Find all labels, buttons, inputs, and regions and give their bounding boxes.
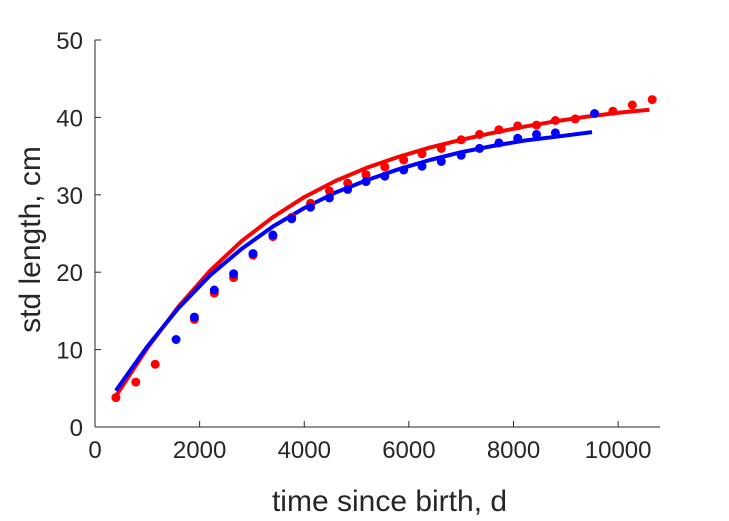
x-tick-label: 8000 bbox=[487, 437, 540, 464]
y-tick-label: 20 bbox=[56, 260, 83, 287]
data-point bbox=[324, 193, 334, 203]
data-point bbox=[343, 184, 353, 194]
data-point bbox=[513, 121, 523, 131]
axes: 0 2000 4000 6000 8000 10000 0 10 20 30 40 50 bbox=[56, 28, 660, 464]
data-point bbox=[532, 120, 541, 130]
data-point bbox=[456, 135, 466, 145]
x-tick-label: 0 bbox=[88, 437, 101, 464]
y-tick-label: 0 bbox=[70, 415, 83, 442]
data-point bbox=[380, 171, 390, 181]
x-tick-label: 6000 bbox=[382, 437, 435, 464]
data-point bbox=[494, 125, 504, 135]
y-tick-label: 50 bbox=[56, 28, 83, 55]
data-point bbox=[550, 116, 560, 125]
data-point bbox=[171, 335, 181, 344]
x-axis-label: time since birth, d bbox=[272, 485, 507, 518]
x-tick-label: 10000 bbox=[585, 437, 652, 464]
data-point bbox=[209, 285, 219, 295]
fit-line bbox=[114, 130, 593, 392]
data-point bbox=[399, 155, 409, 165]
data-point bbox=[647, 95, 657, 105]
data-point bbox=[513, 133, 523, 143]
data-point bbox=[268, 230, 278, 240]
data-point bbox=[150, 359, 160, 369]
y-tick-label: 40 bbox=[56, 105, 83, 132]
data-point bbox=[532, 129, 541, 139]
x-tick-label: 2000 bbox=[173, 437, 226, 464]
data-point bbox=[399, 165, 409, 175]
data-point bbox=[475, 129, 484, 139]
data-point bbox=[417, 149, 427, 159]
data-point bbox=[494, 138, 504, 148]
data-point bbox=[306, 202, 315, 212]
data-point bbox=[456, 150, 466, 160]
data-point bbox=[361, 170, 371, 180]
data-point bbox=[248, 249, 258, 259]
data-point bbox=[324, 186, 334, 196]
data-point bbox=[436, 143, 446, 153]
x-tick-label: 4000 bbox=[278, 437, 331, 464]
data-point bbox=[590, 109, 600, 118]
data-point bbox=[550, 128, 560, 138]
plot-layer bbox=[111, 95, 657, 403]
data-point bbox=[131, 377, 141, 387]
data-point bbox=[570, 114, 580, 124]
data-point bbox=[475, 143, 484, 153]
data-point bbox=[417, 161, 427, 171]
data-point bbox=[111, 393, 121, 403]
y-tick-label: 10 bbox=[56, 338, 83, 365]
data-point bbox=[380, 162, 390, 172]
data-point bbox=[189, 312, 199, 322]
data-point bbox=[229, 269, 239, 279]
data-point bbox=[287, 214, 297, 224]
y-tick-label: 30 bbox=[56, 183, 83, 210]
data-point bbox=[361, 177, 371, 187]
data-point bbox=[608, 106, 618, 116]
fit-line bbox=[114, 107, 650, 398]
data-point bbox=[436, 157, 446, 166]
data-point bbox=[627, 100, 637, 110]
y-axis-label: std length, cm bbox=[14, 146, 47, 333]
data-point bbox=[343, 178, 353, 188]
